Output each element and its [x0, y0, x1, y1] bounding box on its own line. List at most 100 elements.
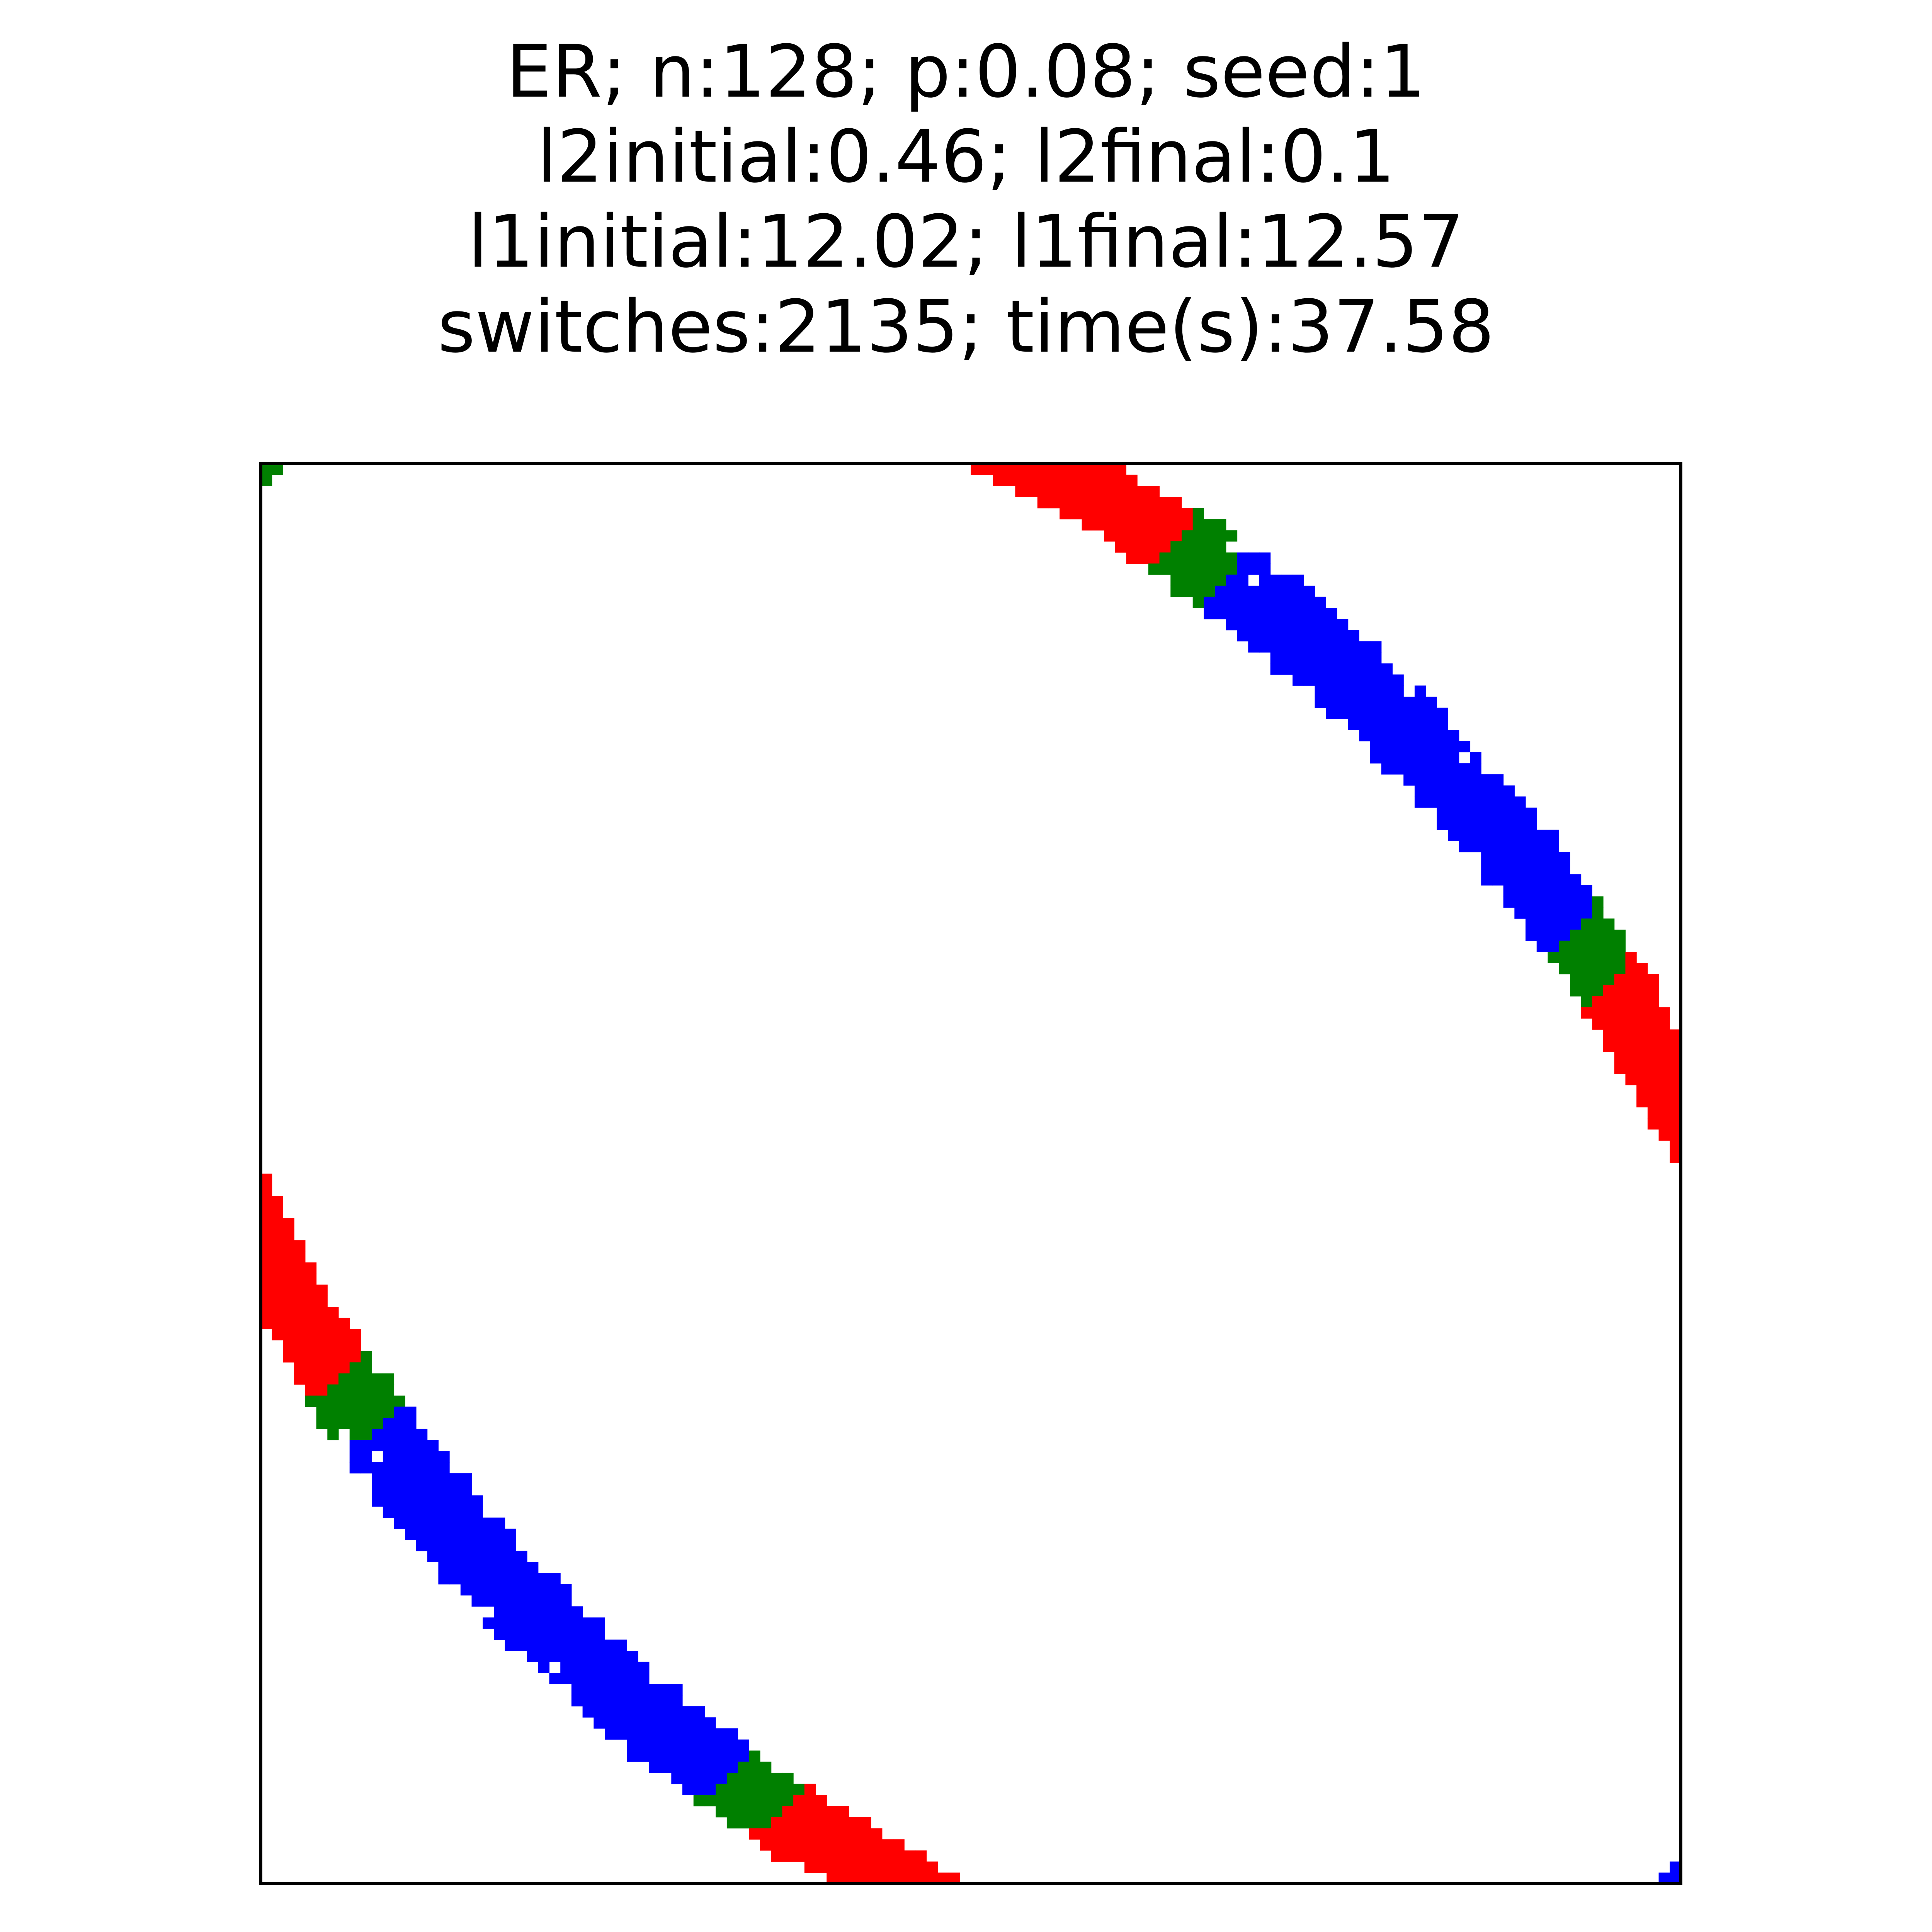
matrix-cell [849, 1828, 860, 1840]
matrix-cell [1503, 896, 1515, 908]
matrix-cell [1004, 474, 1015, 486]
matrix-cell [1625, 1063, 1637, 1074]
matrix-cell [837, 1861, 849, 1873]
matrix-cell [316, 1384, 328, 1396]
matrix-cell [1658, 1007, 1670, 1019]
matrix-cell [704, 1717, 716, 1729]
matrix-cell [1448, 763, 1459, 775]
matrix-cell [438, 1506, 450, 1518]
matrix-cell [1082, 464, 1093, 475]
matrix-cell [860, 1817, 871, 1829]
matrix-cell [1658, 1051, 1670, 1063]
matrix-cell [716, 1728, 727, 1740]
matrix-cell [849, 1850, 860, 1862]
matrix-cell [427, 1506, 439, 1518]
matrix-cell [1159, 519, 1171, 531]
matrix-cell [416, 1484, 428, 1496]
matrix-cell [1060, 474, 1071, 486]
matrix-cell [1215, 608, 1226, 619]
matrix-cell [1414, 685, 1426, 697]
matrix-cell [1647, 1085, 1659, 1097]
matrix-cell [383, 1429, 395, 1440]
matrix-cell [937, 1872, 949, 1884]
matrix-cell [272, 1273, 284, 1285]
matrix-cell [1581, 918, 1592, 930]
matrix-cell [316, 1296, 328, 1307]
matrix-cell [804, 1795, 816, 1806]
matrix-cell [383, 1506, 395, 1518]
matrix-cell [471, 1551, 483, 1562]
matrix-cell [726, 1772, 738, 1784]
matrix-cell [1337, 652, 1349, 664]
matrix-cell [1559, 907, 1570, 919]
matrix-cell [1625, 1018, 1637, 1030]
matrix-cell [493, 1517, 505, 1529]
matrix-cell [1492, 874, 1504, 886]
matrix-cell [1481, 818, 1493, 830]
matrix-cell [272, 1229, 284, 1241]
matrix-cell [1503, 785, 1515, 797]
matrix-cell [1315, 608, 1326, 619]
matrix-cell [693, 1795, 705, 1806]
matrix-cell [1636, 1007, 1648, 1019]
matrix-cell [1159, 552, 1171, 564]
matrix-cell [1603, 974, 1615, 986]
matrix-cell [1448, 818, 1459, 830]
matrix-cell [294, 1340, 306, 1352]
matrix-cell [361, 1429, 372, 1440]
matrix-cell [693, 1717, 705, 1729]
matrix-cell [1370, 674, 1382, 686]
matrix-cell [693, 1772, 705, 1784]
matrix-cell [349, 1384, 361, 1396]
matrix-cell [1625, 985, 1637, 997]
matrix-cell [261, 1240, 272, 1252]
matrix-cell [627, 1684, 638, 1696]
matrix-cell [1414, 752, 1426, 764]
matrix-cell [993, 464, 1005, 475]
matrix-cell [1237, 597, 1248, 608]
matrix-cell [1192, 552, 1204, 564]
matrix-cell [1603, 996, 1615, 1008]
matrix-cell [1037, 464, 1049, 475]
matrix-cell [261, 1173, 272, 1185]
matrix-cell [1381, 696, 1393, 708]
matrix-cell [837, 1817, 849, 1829]
matrix-cell [1514, 907, 1526, 919]
matrix-cell [427, 1451, 439, 1463]
matrix-cell [1592, 1018, 1604, 1030]
matrix-cell [338, 1340, 350, 1352]
matrix-cell [483, 1617, 494, 1629]
matrix-cell [1636, 996, 1648, 1008]
matrix-cell [560, 1651, 572, 1662]
matrix-cell [793, 1795, 805, 1806]
matrix-cell [1559, 940, 1570, 952]
matrix-cell [1670, 1107, 1681, 1119]
matrix-cell [671, 1750, 683, 1762]
matrix-cell [682, 1750, 694, 1762]
matrix-cell [1536, 896, 1548, 908]
matrix-cell [383, 1473, 395, 1485]
matrix-cell [1170, 530, 1182, 542]
matrix-cell [1514, 818, 1526, 830]
matrix-cell [1514, 896, 1526, 908]
matrix-cell [1514, 852, 1526, 864]
matrix-cell [538, 1617, 550, 1629]
matrix-cell [1037, 486, 1049, 497]
matrix-cell [1359, 674, 1371, 686]
matrix-cell [893, 1861, 905, 1873]
matrix-cell [1392, 741, 1404, 753]
matrix-cell [549, 1639, 561, 1651]
matrix-cell [1425, 796, 1437, 808]
matrix-cell [1548, 830, 1559, 841]
matrix-cell [1159, 530, 1171, 542]
matrix-cell [1315, 619, 1326, 631]
matrix-cell [372, 1418, 383, 1429]
matrix-cell [1237, 585, 1248, 597]
matrix-cell [383, 1484, 395, 1496]
matrix-cell [1625, 974, 1637, 986]
matrix-cell [760, 1795, 772, 1806]
matrix-cell [1126, 530, 1138, 542]
matrix-cell [438, 1573, 450, 1585]
matrix-cell [516, 1573, 527, 1585]
matrix-cell [771, 1839, 783, 1851]
